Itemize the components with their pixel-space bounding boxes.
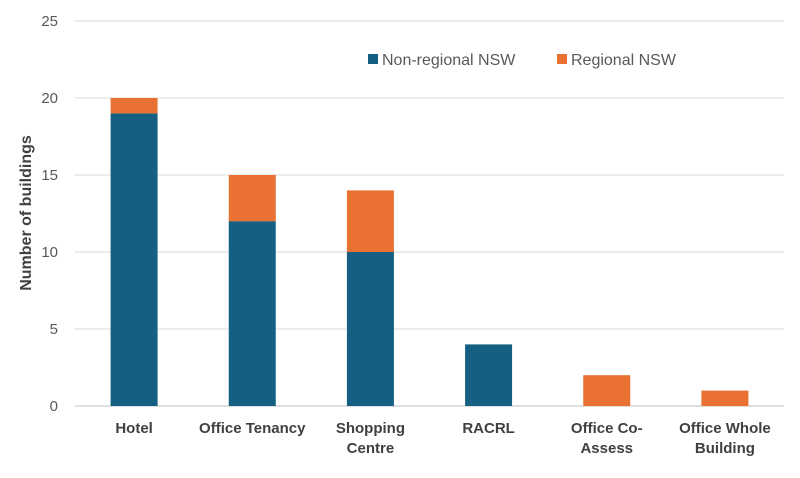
- legend-label-non-regional: Non-regional NSW: [382, 52, 516, 69]
- x-tick-label: Office Whole Building: [679, 420, 771, 457]
- y-axis-label: Number of buildings: [18, 135, 35, 291]
- x-tick-label-line: Office Whole: [679, 420, 771, 437]
- x-tick-label-line: Centre: [347, 440, 395, 457]
- x-tick-label: Office Tenancy: [199, 420, 306, 437]
- bar-regional: [346, 190, 394, 252]
- legend-swatch-regional: [557, 54, 567, 64]
- x-tick-label-line: Building: [695, 440, 755, 457]
- legend-label-regional: Regional NSW: [571, 52, 677, 69]
- bar-non-regional: [346, 252, 394, 406]
- bar-regional: [701, 390, 749, 406]
- x-tick-label-line: Office Tenancy: [199, 420, 306, 437]
- bar-non-regional: [228, 221, 276, 406]
- bar-non-regional: [110, 113, 158, 407]
- y-axis-ticks: 0 5 10 15 20 25: [41, 13, 58, 415]
- x-tick-label-line: Hotel: [115, 420, 153, 437]
- y-tick-label: 20: [41, 90, 58, 107]
- bar-regional: [228, 175, 276, 222]
- x-tick-label-line: Assess: [580, 440, 633, 457]
- x-tick-label-line: Office Co-: [571, 420, 643, 437]
- bars: [110, 98, 749, 407]
- x-tick-label-line: RACRL: [462, 420, 515, 437]
- bar-regional: [110, 98, 158, 114]
- x-tick-label: Hotel: [115, 420, 153, 437]
- y-tick-label: 0: [50, 398, 58, 415]
- y-tick-label: 15: [41, 167, 58, 184]
- y-tick-label: 5: [50, 321, 58, 338]
- x-tick-label: Office Co- Assess: [571, 420, 643, 457]
- x-axis-labels: Hotel Office Tenancy Shopping Centre RACRL Of…: [115, 420, 770, 457]
- legend: Non-regional NSW Regional NSW: [368, 52, 677, 69]
- y-tick-label: 25: [41, 13, 58, 30]
- x-tick-label: Shopping Centre: [336, 420, 405, 457]
- legend-swatch-non-regional: [368, 54, 378, 64]
- bar-regional: [583, 375, 631, 406]
- gridlines: [75, 20, 784, 407]
- y-tick-label: 10: [41, 244, 58, 261]
- bar-non-regional: [465, 344, 513, 406]
- x-tick-label: RACRL: [462, 420, 515, 437]
- x-tick-label-line: Shopping: [336, 420, 405, 437]
